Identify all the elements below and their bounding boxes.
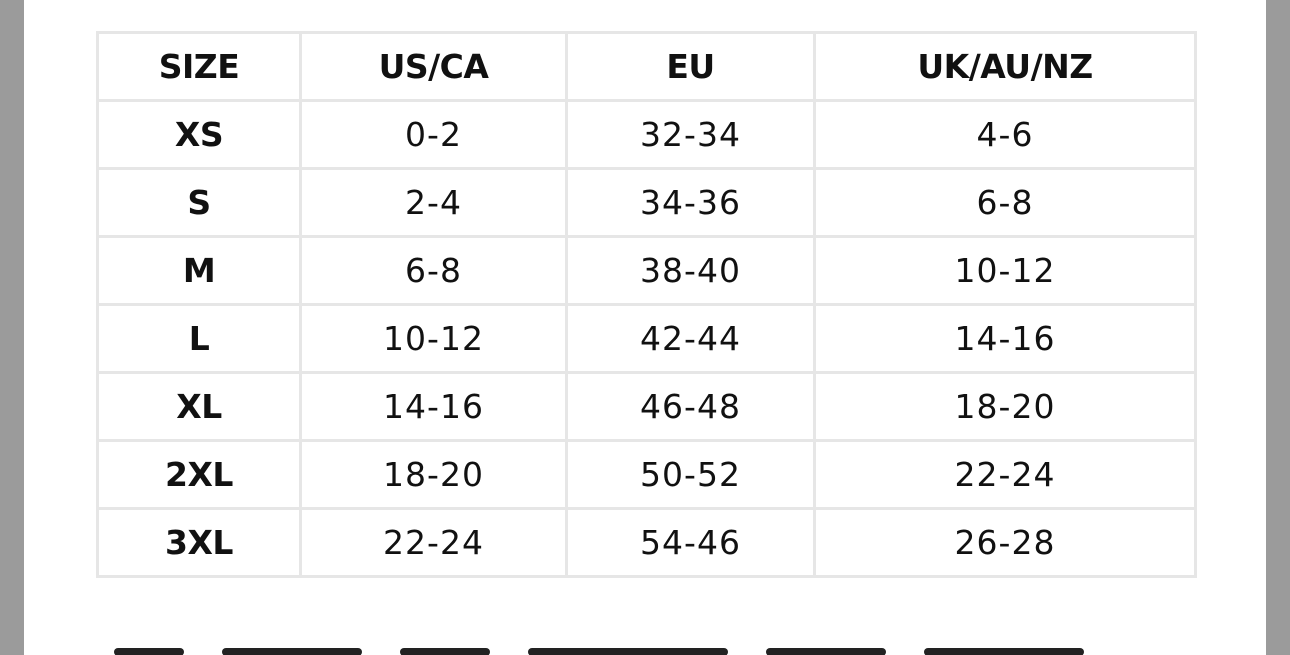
size-chart-table: SIZE US/CA EU UK/AU/NZ XS 0-2 32-34 4-6 … <box>96 31 1197 578</box>
uk-au-nz-cell: 6-8 <box>813 167 1197 238</box>
table-row: M 6-8 38-40 10-12 <box>96 235 1197 306</box>
uk-au-nz-cell: 14-16 <box>813 303 1197 374</box>
uk-au-nz-cell: 10-12 <box>813 235 1197 306</box>
header-size: SIZE <box>96 31 302 102</box>
eu-cell: 38-40 <box>565 235 816 306</box>
us-ca-cell: 10-12 <box>299 303 568 374</box>
cut-off-text-line <box>114 640 1174 655</box>
table-row: 3XL 22-24 54-46 26-28 <box>96 507 1197 578</box>
table-row: S 2-4 34-36 6-8 <box>96 167 1197 238</box>
uk-au-nz-cell: 26-28 <box>813 507 1197 578</box>
eu-cell: 46-48 <box>565 371 816 442</box>
table-row: XS 0-2 32-34 4-6 <box>96 99 1197 170</box>
table-row: L 10-12 42-44 14-16 <box>96 303 1197 374</box>
header-us-ca: US/CA <box>299 31 568 102</box>
table-row: 2XL 18-20 50-52 22-24 <box>96 439 1197 510</box>
size-cell: L <box>96 303 302 374</box>
size-cell: S <box>96 167 302 238</box>
size-cell: M <box>96 235 302 306</box>
page: SIZE US/CA EU UK/AU/NZ XS 0-2 32-34 4-6 … <box>24 0 1266 655</box>
eu-cell: 50-52 <box>565 439 816 510</box>
us-ca-cell: 14-16 <box>299 371 568 442</box>
size-cell: 2XL <box>96 439 302 510</box>
header-eu: EU <box>565 31 816 102</box>
size-cell: XL <box>96 371 302 442</box>
eu-cell: 42-44 <box>565 303 816 374</box>
eu-cell: 54-46 <box>565 507 816 578</box>
size-cell: 3XL <box>96 507 302 578</box>
eu-cell: 32-34 <box>565 99 816 170</box>
uk-au-nz-cell: 18-20 <box>813 371 1197 442</box>
table-header-row: SIZE US/CA EU UK/AU/NZ <box>96 31 1197 102</box>
us-ca-cell: 6-8 <box>299 235 568 306</box>
eu-cell: 34-36 <box>565 167 816 238</box>
uk-au-nz-cell: 4-6 <box>813 99 1197 170</box>
size-cell: XS <box>96 99 302 170</box>
us-ca-cell: 22-24 <box>299 507 568 578</box>
table-row: XL 14-16 46-48 18-20 <box>96 371 1197 442</box>
uk-au-nz-cell: 22-24 <box>813 439 1197 510</box>
us-ca-cell: 18-20 <box>299 439 568 510</box>
header-uk-au-nz: UK/AU/NZ <box>813 31 1197 102</box>
us-ca-cell: 2-4 <box>299 167 568 238</box>
us-ca-cell: 0-2 <box>299 99 568 170</box>
